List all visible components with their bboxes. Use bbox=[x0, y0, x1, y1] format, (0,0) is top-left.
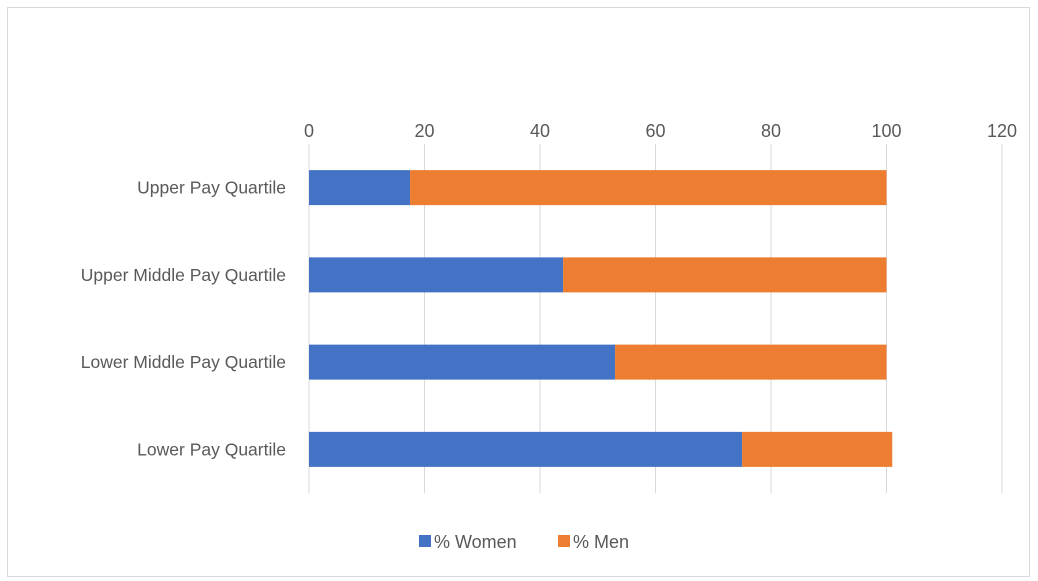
category-label: Upper Middle Pay Quartile bbox=[81, 265, 286, 285]
bar-men-lower-middle-pay-quartile bbox=[615, 344, 887, 380]
legend-label: % Men bbox=[573, 532, 629, 552]
stacked-bar-chart: 0 20 40 60 80 100 120 Upper Pay QuartileUpper … bbox=[81, 121, 1017, 552]
category-label: Upper Pay Quartile bbox=[137, 178, 286, 198]
x-tick-label: 40 bbox=[530, 121, 550, 141]
x-tick-label: 0 bbox=[304, 121, 314, 141]
legend-label: % Women bbox=[434, 532, 517, 552]
legend-item-men: % Men bbox=[558, 532, 629, 552]
bar-women-upper-middle-pay-quartile bbox=[309, 257, 564, 293]
x-tick-label: 120 bbox=[987, 121, 1017, 141]
bar-women-lower-middle-pay-quartile bbox=[309, 344, 616, 380]
bar-men-upper-pay-quartile bbox=[410, 170, 887, 206]
bar-women-upper-pay-quartile bbox=[309, 170, 411, 206]
x-tick-label: 100 bbox=[871, 121, 901, 141]
legend-swatch bbox=[419, 535, 431, 547]
bar-men-upper-middle-pay-quartile bbox=[563, 257, 887, 293]
legend-swatch bbox=[558, 535, 570, 547]
x-tick-label: 80 bbox=[761, 121, 781, 141]
bar-men-lower-pay-quartile bbox=[742, 431, 893, 467]
x-tick-label: 60 bbox=[645, 121, 665, 141]
chart-frame: 0 20 40 60 80 100 120 Upper Pay Quartile Upper … bbox=[7, 7, 1030, 577]
category-axis: Upper Pay Quartile Upper Middle Pay Quart… bbox=[81, 178, 286, 460]
category-label: Lower Pay Quartile bbox=[137, 439, 286, 459]
x-tick-label: 20 bbox=[414, 121, 434, 141]
legend-item-women: % Women bbox=[419, 532, 517, 552]
x-axis-ticks: 0 20 40 60 80 100 120 bbox=[304, 121, 1017, 141]
bars bbox=[309, 170, 893, 467]
legend: % Women % Men bbox=[419, 532, 629, 552]
bar-women-lower-pay-quartile bbox=[309, 431, 743, 467]
category-label: Lower Middle Pay Quartile bbox=[81, 352, 286, 372]
